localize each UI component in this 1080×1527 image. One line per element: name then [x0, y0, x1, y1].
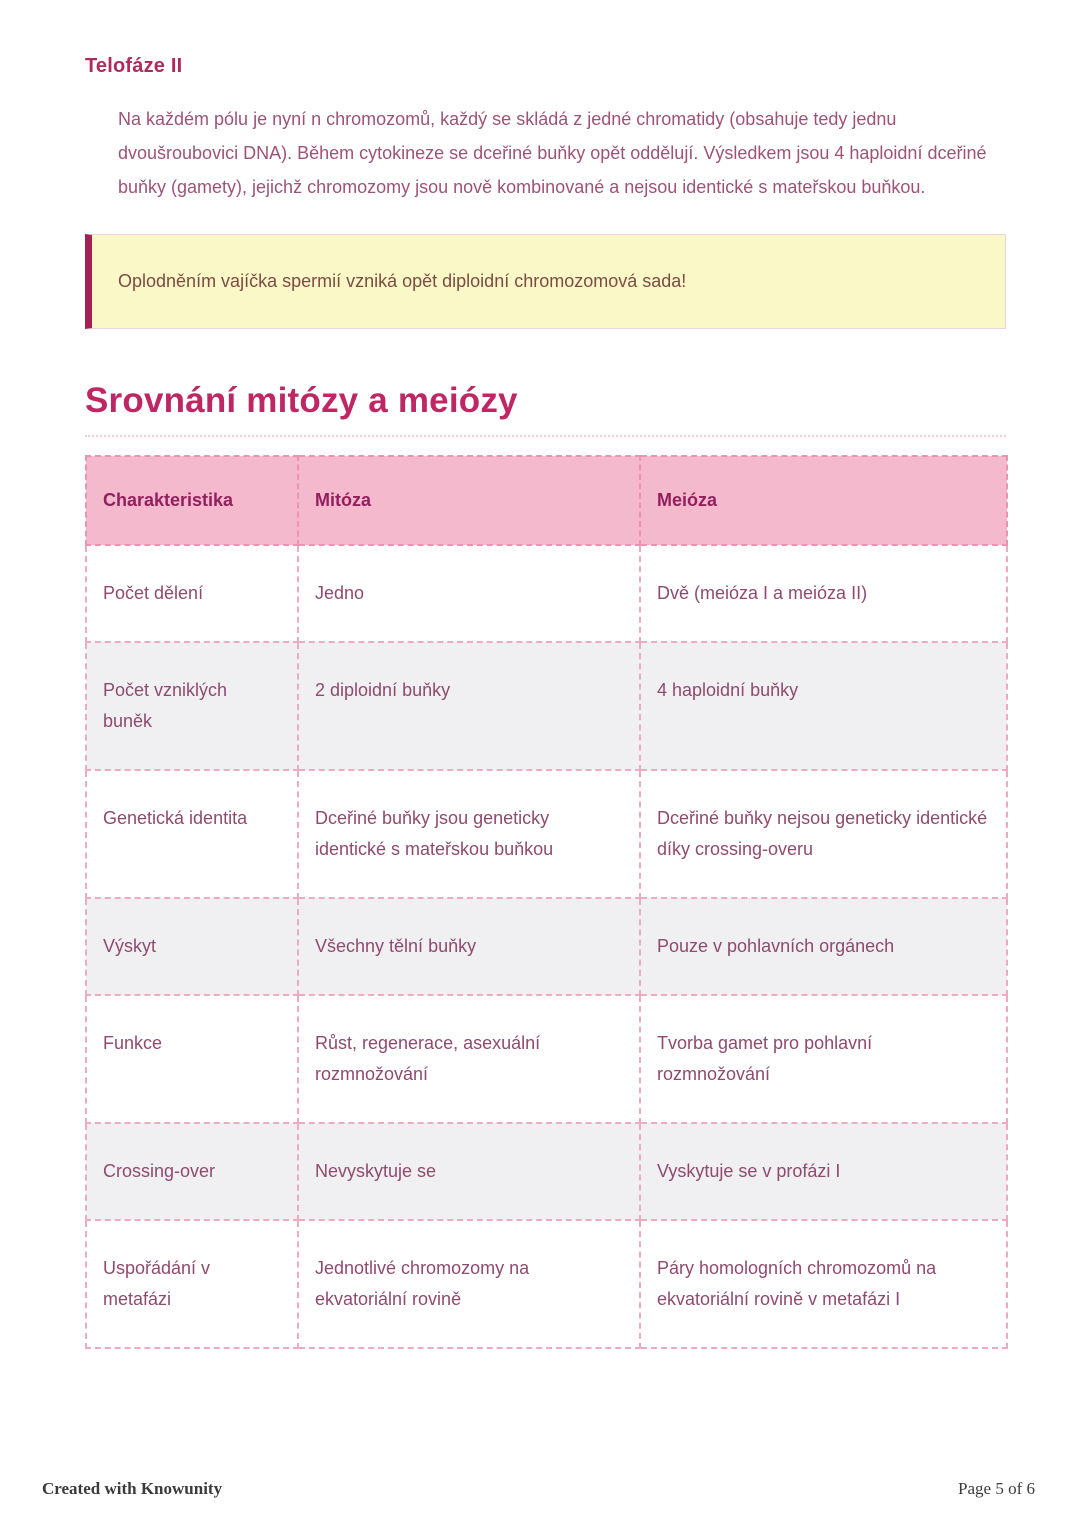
cell-label: Počet dělení	[85, 544, 299, 643]
cell-meioza: Dvě (meióza I a meióza II)	[639, 544, 1008, 643]
cell-meioza: 4 haploidní buňky	[639, 641, 1008, 771]
cell-mitoza: Jedno	[297, 544, 641, 643]
section-heading: Telofáze II	[85, 55, 183, 77]
callout-box: Oplodněním vajíčka spermií vzniká opět d…	[85, 234, 1006, 329]
page-footer: Created with Knowunity Page 5 of 6	[42, 1479, 1035, 1499]
page-title: Srovnání mitózy a meiózy	[85, 381, 518, 420]
cell-label: Uspořádání v metafázi	[85, 1219, 299, 1349]
cell-label: Genetická identita	[85, 769, 299, 899]
body-paragraph: Na každém pólu je nyní n chromozomů, kaž…	[118, 109, 987, 197]
cell-mitoza: Růst, regenerace, asexuální rozmnožování	[297, 994, 641, 1124]
column-header-mitoza: Mitóza	[297, 455, 641, 546]
cell-meioza: Páry homologních chromozomů na ekvatoriá…	[639, 1219, 1008, 1349]
table-row: Výskyt Všechny tělní buňky Pouze v pohla…	[85, 897, 1008, 996]
cell-meioza: Pouze v pohlavních orgánech	[639, 897, 1008, 996]
cell-label: Crossing-over	[85, 1122, 299, 1221]
table-row: Počet vzniklých buněk 2 diploidní buňky …	[85, 641, 1008, 771]
table-row: Crossing-over Nevyskytuje se Vyskytuje s…	[85, 1122, 1008, 1221]
column-header-meioza: Meióza	[639, 455, 1008, 546]
callout-text: Oplodněním vajíčka spermií vzniká opět d…	[118, 271, 687, 291]
footer-branding: Created with Knowunity	[42, 1479, 223, 1498]
table-row: Funkce Růst, regenerace, asexuální rozmn…	[85, 994, 1008, 1124]
cell-mitoza: Všechny tělní buňky	[297, 897, 641, 996]
cell-mitoza: Jednotlivé chromozomy na ekvatoriální ro…	[297, 1219, 641, 1349]
table-row: Uspořádání v metafázi Jednotlivé chromoz…	[85, 1219, 1008, 1349]
dotted-separator	[85, 435, 1006, 437]
cell-meioza: Tvorba gamet pro pohlavní rozmnožování	[639, 994, 1008, 1124]
table-row: Počet dělení Jedno Dvě (meióza I a meióz…	[85, 544, 1008, 643]
cell-mitoza: Dceřiné buňky jsou geneticky identické s…	[297, 769, 641, 899]
table-row: Genetická identita Dceřiné buňky jsou ge…	[85, 769, 1008, 899]
cell-mitoza: Nevyskytuje se	[297, 1122, 641, 1221]
comparison-table: Charakteristika Mitóza Meióza Počet děle…	[85, 455, 1008, 1349]
column-header-charakteristika: Charakteristika	[85, 455, 299, 546]
page-content: Telofáze II Na každém pólu je nyní n chr…	[85, 0, 1008, 1349]
table-header-row: Charakteristika Mitóza Meióza	[85, 455, 1008, 546]
cell-label: Výskyt	[85, 897, 299, 996]
cell-meioza: Vyskytuje se v profázi I	[639, 1122, 1008, 1221]
cell-label: Funkce	[85, 994, 299, 1124]
cell-mitoza: 2 diploidní buňky	[297, 641, 641, 771]
cell-label: Počet vzniklých buněk	[85, 641, 299, 771]
page-number: Page 5 of 6	[958, 1479, 1035, 1498]
cell-meioza: Dceřiné buňky nejsou geneticky identické…	[639, 769, 1008, 899]
